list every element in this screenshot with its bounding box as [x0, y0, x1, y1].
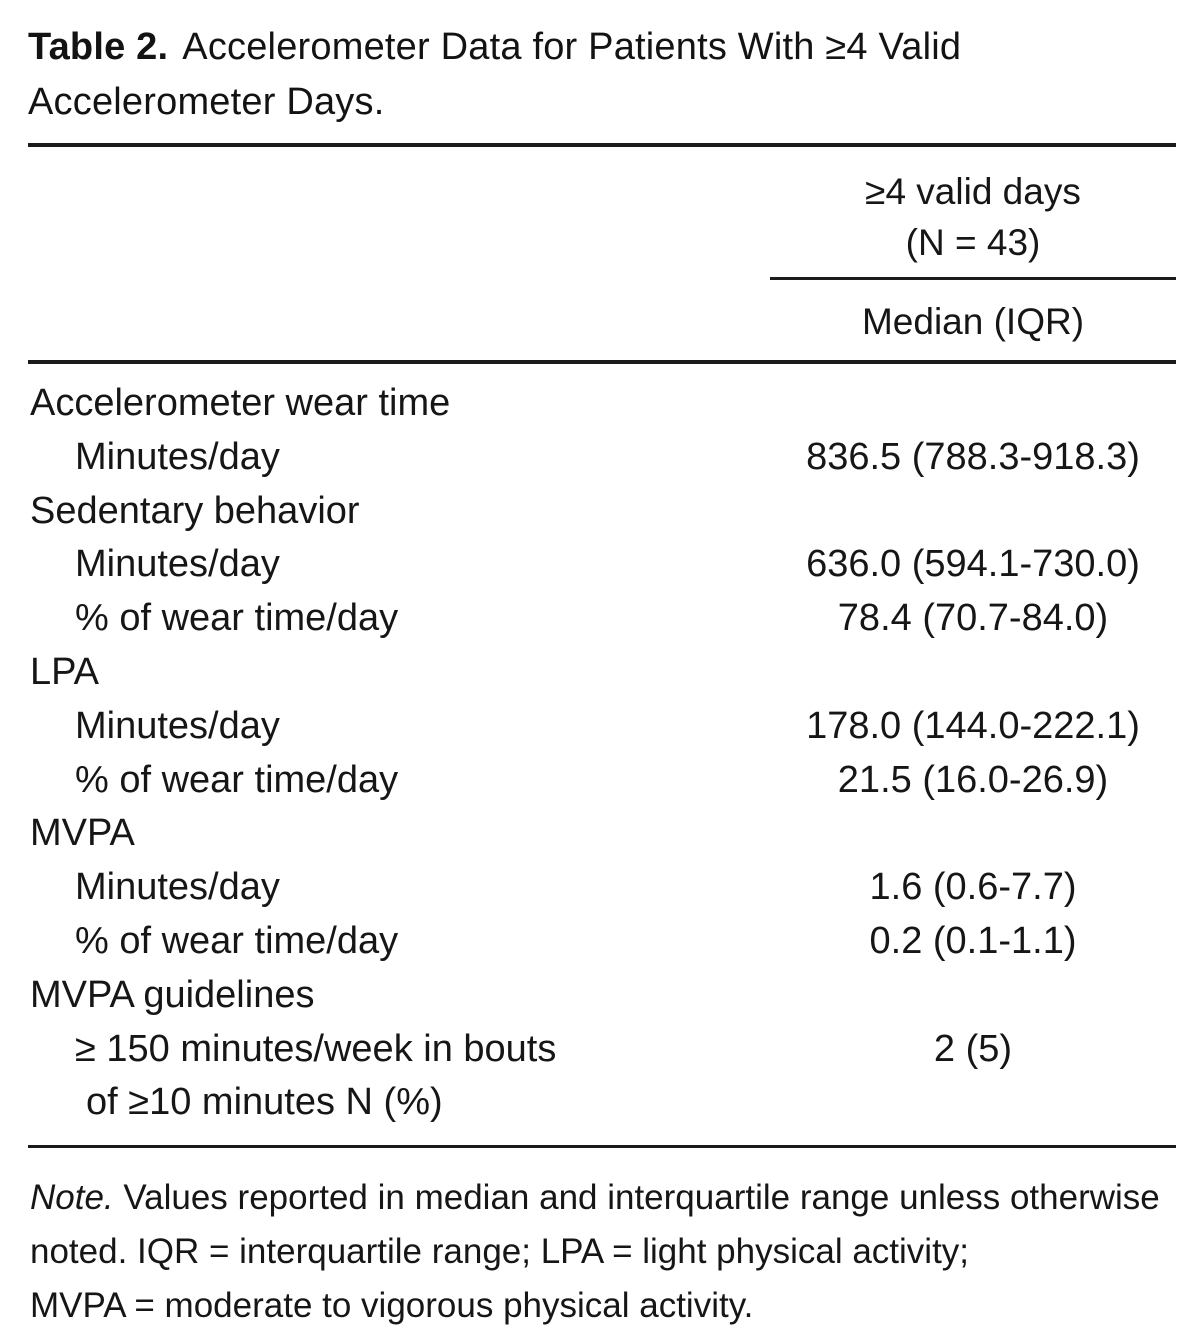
table-row: Minutes/day 178.0 (144.0-222.1) [28, 700, 1176, 754]
table-row: LPA [28, 646, 1176, 700]
row-label: Minutes/day [75, 704, 280, 747]
table-note: Note. Values reported in median and inte… [28, 1148, 1176, 1333]
note-text1: Values reported in median and interquart… [123, 1178, 1160, 1218]
column-header-median-iqr: Median (IQR) [861, 301, 1085, 342]
table-title-line1: Table 2. Accelerometer Data for Patients … [28, 20, 1176, 75]
table-row: Minutes/day 636.0 (594.1-730.0) [28, 538, 1176, 592]
table-row: % of wear time/day 21.5 (16.0-26.9) [28, 754, 1176, 808]
table-row: Accelerometer wear time [28, 377, 1176, 431]
table-row: MVPA guidelines [28, 969, 1176, 1023]
row-label: Minutes/day [75, 543, 280, 586]
header-data-column: ≥4 valid days (N = 43) Median (IQR) [770, 147, 1176, 360]
row-label: Minutes/day [75, 866, 280, 909]
row-label: % of wear time/day [75, 597, 399, 640]
note-line3: MVPA = moderate to vigorous physical act… [30, 1286, 754, 1326]
spanner-line2: (N = 43) [905, 222, 1041, 263]
header-blank-cell [28, 147, 770, 360]
spanner-line1: ≥4 valid days [865, 171, 1081, 212]
row-value: 21.5 (16.0-26.9) [837, 758, 1109, 801]
table-row: % of wear time/day 0.2 (0.1-1.1) [28, 915, 1176, 969]
table-row: % of wear time/day 78.4 (70.7-84.0) [28, 592, 1176, 646]
row-label: Minutes/day [75, 435, 280, 478]
table-row: ≥ 150 minutes/week in bouts of ≥10 minut… [28, 1023, 1176, 1131]
row-label: % of wear time/day [75, 758, 399, 801]
row-value: 178.0 (144.0-222.1) [806, 704, 1140, 747]
row-label: LPA [30, 650, 100, 693]
row-value: 1.6 (0.6-7.7) [869, 866, 1077, 909]
row-label: Sedentary behavior [30, 489, 360, 532]
table-body: Accelerometer wear time Minutes/day 836.… [28, 364, 1176, 1145]
table-header: ≥4 valid days (N = 43) Median (IQR) [28, 147, 1176, 360]
table-row: Minutes/day 836.5 (788.3-918.3) [28, 431, 1176, 485]
table-number: Table 2. [28, 26, 169, 68]
row-value: 0.2 (0.1-1.1) [869, 919, 1077, 962]
header-body-rule [28, 360, 1176, 364]
note-line1: Note. Values reported in median and inte… [30, 1171, 1176, 1225]
row-label: Accelerometer wear time [30, 382, 451, 424]
row-value: 78.4 (70.7-84.0) [837, 597, 1109, 640]
row-label: % of wear time/day [75, 919, 399, 962]
table-title-line2: Accelerometer Days. [28, 81, 385, 123]
row-value: 636.0 (594.1-730.0) [806, 543, 1140, 586]
bottom-rule [28, 1145, 1176, 1149]
column-spanner: ≥4 valid days (N = 43) [770, 147, 1176, 268]
row-value: 836.5 (788.3-918.3) [806, 435, 1140, 478]
table-title: Table 2. Accelerometer Data for Patients … [28, 0, 1176, 130]
table-row: MVPA [28, 807, 1176, 861]
note-line2: noted. IQR = interquartile range; LPA = … [30, 1232, 970, 1272]
row-label: ≥ 150 minutes/week in bouts of ≥10 minut… [75, 1027, 557, 1124]
note-prefix: Note. [30, 1178, 114, 1218]
table-row: Sedentary behavior [28, 485, 1176, 539]
top-rule [28, 143, 1176, 147]
table-title-text: Accelerometer Data for Patients With ≥4 … [182, 26, 962, 68]
row-label: MVPA guidelines [30, 973, 315, 1016]
row-value: 2 (5) [933, 1027, 1013, 1070]
row-label: MVPA [30, 812, 135, 855]
table-row: Minutes/day 1.6 (0.6-7.7) [28, 861, 1176, 915]
spanner-rule [770, 277, 1176, 280]
